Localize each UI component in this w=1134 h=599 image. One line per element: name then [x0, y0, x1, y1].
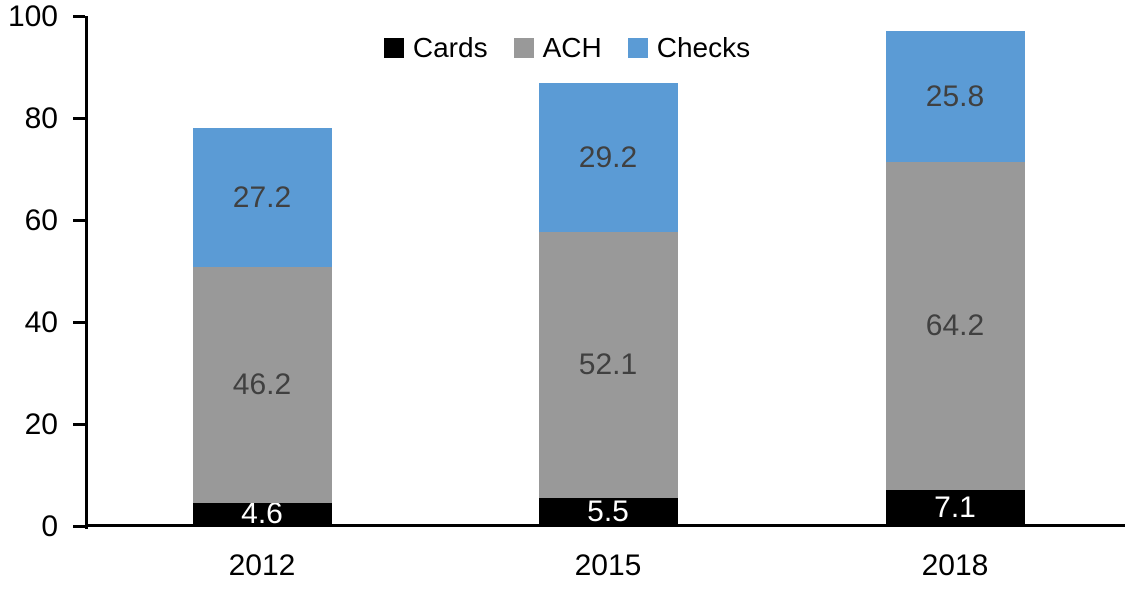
data-label: 25.8 [925, 79, 985, 113]
y-axis-tick-label: 100 [7, 0, 58, 33]
y-axis-tick-label: 60 [24, 204, 58, 237]
legend-swatch-ach-icon [513, 38, 534, 58]
bar-segment-checks-2015: 29.2 [538, 83, 678, 233]
y-axis-tick-label: 20 [24, 408, 58, 441]
bar-segment-ach-2012: 46.2 [192, 266, 332, 503]
data-label: 46.2 [232, 367, 292, 401]
bar-segment-checks-2018: 25.8 [885, 30, 1025, 163]
y-tick-mark [73, 116, 85, 120]
x-axis-category-label: 2018 [921, 549, 989, 582]
y-tick-mark [73, 320, 85, 324]
data-label: 64.2 [925, 309, 985, 343]
bar-segment-ach-2015: 52.1 [538, 232, 678, 498]
x-axis-category-label: 2012 [228, 549, 296, 582]
legend-item-checks: Checks [627, 32, 751, 64]
legend-item-cards: Cards [383, 32, 488, 64]
legend-label: ACH [542, 32, 602, 63]
y-axis-tick-label: 40 [24, 306, 58, 339]
legend-swatch-cards-icon [383, 38, 404, 58]
y-tick-mark [73, 218, 85, 222]
legend-label: Cards [412, 32, 488, 63]
data-label: 5.5 [587, 494, 629, 528]
data-label: 27.2 [232, 180, 292, 214]
y-axis-tick-label: 0 [41, 510, 58, 543]
bar-segment-cards-2015: 5.5 [538, 494, 678, 528]
data-label: 4.6 [241, 497, 283, 531]
x-axis-category-label: 2015 [574, 549, 642, 582]
y-axis-tick-label: 80 [24, 102, 58, 135]
y-tick-mark [73, 14, 85, 18]
data-label: 52.1 [578, 348, 638, 382]
legend-item-ach: ACH [513, 32, 602, 64]
bar-segment-cards-2018: 7.1 [885, 489, 1025, 526]
y-axis-line [85, 16, 88, 529]
bar-segment-ach-2018: 64.2 [885, 162, 1025, 490]
y-tick-mark [73, 524, 85, 528]
bar-segment-checks-2012: 27.2 [192, 128, 332, 267]
chart-legend: Cards ACH Checks [0, 32, 1134, 64]
bar-segment-cards-2012: 4.6 [192, 499, 332, 529]
legend-swatch-checks-icon [627, 38, 648, 58]
legend-label: Checks [656, 32, 751, 63]
data-label: 29.2 [578, 140, 638, 174]
data-label: 7.1 [934, 490, 976, 524]
y-tick-mark [73, 422, 85, 426]
